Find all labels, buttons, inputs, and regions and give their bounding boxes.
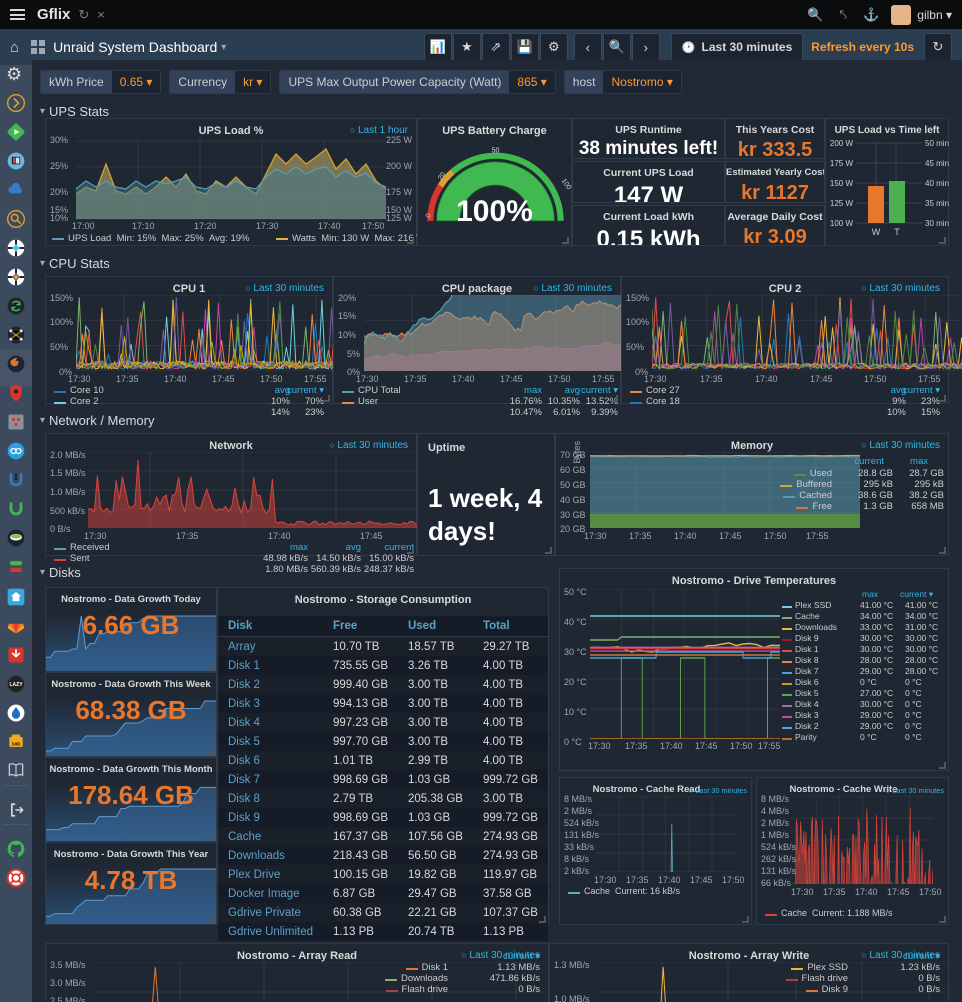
svg-text:sab: sab [12, 741, 21, 747]
svg-text:T: T [894, 227, 900, 237]
svg-text:100 W: 100 W [830, 219, 854, 228]
svg-text:40 min: 40 min [925, 179, 949, 188]
svg-text:200 W: 200 W [830, 139, 854, 148]
svg-text:175 W: 175 W [830, 159, 854, 168]
svg-text:125 W: 125 W [830, 199, 854, 208]
svg-text:W: W [872, 227, 881, 237]
svg-text:35 min: 35 min [925, 199, 949, 208]
svg-text:100: 100 [560, 178, 572, 192]
svg-text:LAZY: LAZY [9, 682, 23, 688]
svg-text:50 min: 50 min [925, 139, 949, 148]
svg-text:45 min: 45 min [925, 159, 949, 168]
svg-text:50: 50 [492, 148, 500, 155]
svg-text:30 min: 30 min [925, 219, 949, 228]
svg-text:150 W: 150 W [830, 179, 854, 188]
